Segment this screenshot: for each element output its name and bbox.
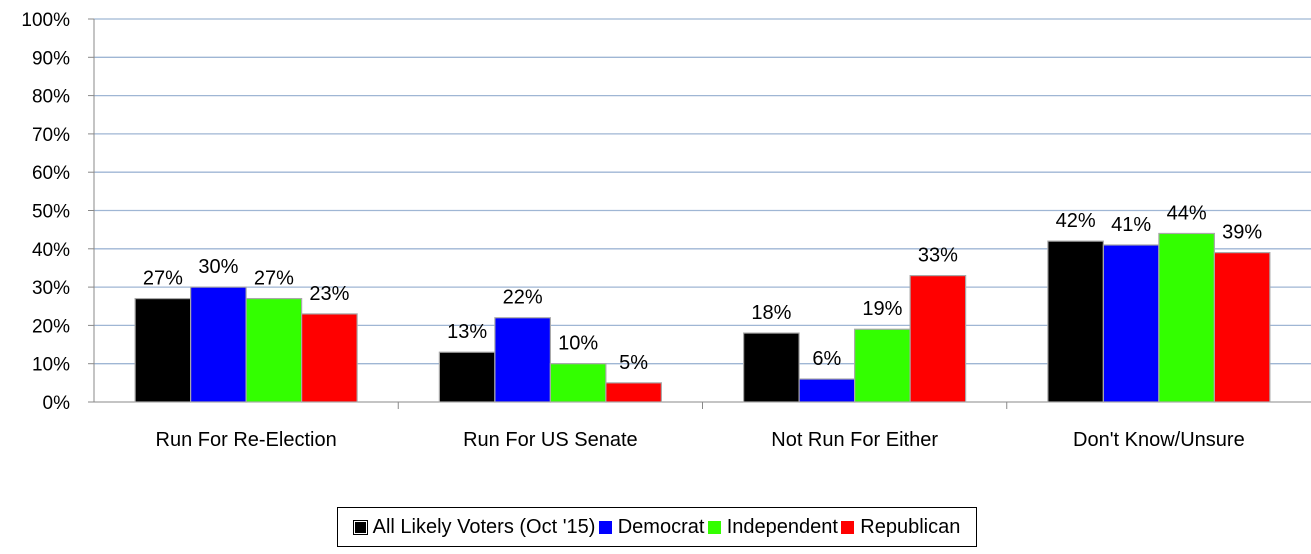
bar: [1047, 240, 1104, 403]
data-label: 13%: [447, 321, 487, 343]
data-label: 5%: [619, 352, 648, 374]
y-tick-label: 70%: [32, 125, 70, 146]
bar: [605, 382, 662, 403]
bar: [245, 297, 303, 403]
legend-label-republican: Republican: [860, 515, 961, 538]
data-label: 27%: [143, 268, 183, 290]
bar: [1102, 244, 1160, 403]
data-label: 39%: [1222, 222, 1262, 244]
legend-label-democrat: Democrat: [617, 515, 705, 538]
legend-item-all-likely-voters: All Likely Voters (Oct '15): [352, 515, 596, 539]
bar: [1213, 252, 1271, 403]
bar: [798, 378, 856, 403]
data-label: 33%: [918, 245, 958, 267]
y-tick-label: 60%: [32, 163, 70, 184]
x-category-label: Run For Re-Election: [156, 429, 337, 451]
legend: All Likely Voters (Oct '15) Democrat Ind…: [337, 507, 977, 547]
bar: [909, 275, 967, 403]
legend-swatch-independent: [707, 520, 721, 534]
bar: [301, 313, 358, 403]
data-label: 19%: [862, 298, 902, 320]
y-tick-label: 90%: [32, 48, 70, 69]
x-category-label: Run For US Senate: [463, 429, 638, 451]
legend-item-democrat: Democrat: [598, 515, 705, 539]
x-category-label: Not Run For Either: [771, 429, 938, 451]
y-tick-label: 10%: [32, 355, 70, 376]
data-label: 44%: [1167, 202, 1207, 224]
y-tick-label: 80%: [32, 87, 70, 108]
y-tick-label: 0%: [43, 393, 71, 414]
legend-swatch-all-likely-voters: [352, 519, 368, 535]
bar: [134, 297, 192, 403]
bar: [854, 328, 911, 403]
data-label: 10%: [558, 333, 598, 355]
legend-swatch-democrat: [598, 520, 612, 534]
legend-item-republican: Republican: [841, 516, 960, 539]
data-label: 30%: [198, 256, 238, 278]
bar: [190, 286, 247, 403]
y-tick-label: 100%: [21, 10, 70, 31]
y-tick-label: 20%: [32, 316, 70, 337]
data-label: 22%: [503, 287, 543, 309]
data-label: 23%: [309, 283, 349, 305]
bar: [494, 317, 551, 403]
data-label: 6%: [812, 348, 841, 370]
chart-plot: 0% 10% 20% 30% 40% 50% 60% 70% 80% 90% 100% Run For…: [21, 10, 1311, 451]
data-label: 27%: [254, 268, 294, 290]
legend-label-all-likely-voters: All Likely Voters (Oct '15): [372, 515, 596, 538]
legend-label-independent: Independent: [726, 515, 838, 538]
y-tick-label: 50%: [32, 202, 70, 223]
y-tick-label: 30%: [32, 278, 70, 299]
data-label: 41%: [1111, 214, 1151, 236]
x-category-label: Don't Know/Unsure: [1073, 429, 1245, 451]
y-tick-label: 40%: [32, 240, 70, 261]
legend-item-independent: Independent: [707, 515, 838, 539]
legend-swatch-republican: [841, 520, 855, 534]
bar: [549, 363, 607, 403]
data-label: 42%: [1056, 210, 1096, 232]
bar: [438, 351, 496, 403]
data-label: 18%: [751, 302, 791, 324]
bar: [743, 332, 800, 403]
bar: [1158, 232, 1215, 403]
